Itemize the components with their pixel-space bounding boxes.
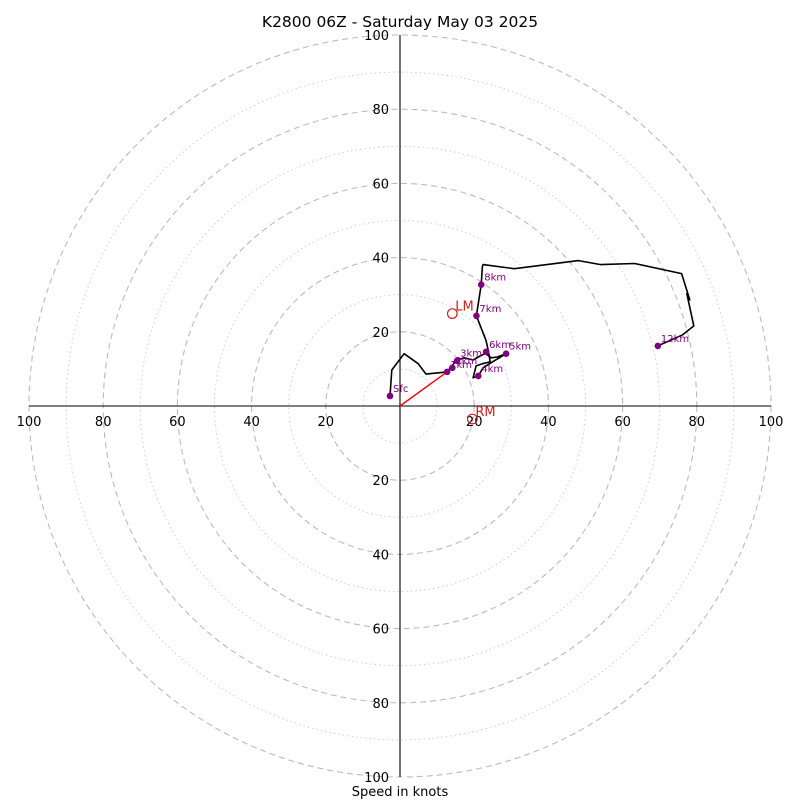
tick-label-top: 40 [372, 252, 389, 267]
height-marker-label: 4km [481, 364, 503, 375]
storm-motion-label: LM [455, 300, 473, 315]
tick-label-left: 20 [318, 415, 335, 430]
tick-label-top: 60 [372, 177, 389, 192]
height-marker-label: 7km [479, 304, 501, 315]
storm-motion-label: RM [475, 405, 495, 420]
tick-label-bottom: 80 [372, 697, 389, 712]
storm-motion-marker [466, 413, 478, 425]
height-marker-dot [453, 357, 461, 365]
tick-label-right: 60 [614, 415, 631, 430]
height-marker-dot [473, 312, 480, 320]
tick-label-left: 80 [95, 415, 112, 430]
tick-label-top: 100 [364, 29, 389, 44]
storm-motion-marker [446, 308, 458, 320]
chart-title: K2800 06Z - Saturday May 03 2025 [262, 13, 538, 31]
mean-wind-line [399, 371, 448, 407]
tick-label-top: 80 [372, 103, 389, 118]
mean-wind-vector [399, 371, 448, 407]
tick-label-bottom: 20 [372, 474, 389, 489]
x-axis-label: Speed in knots [352, 785, 449, 800]
hodograph-line [389, 259, 695, 397]
tick-label-left: 40 [243, 415, 260, 430]
tick-labels: 100 80 60 40 20 20 40 60 80 100 100 80 60 40 20 20 40 60 8… [17, 29, 784, 786]
height-marker-label: 6km [489, 340, 511, 351]
height-marker-dot [477, 281, 485, 288]
tick-label-right: 20 [466, 415, 483, 430]
storm-motion-markers: LM RM [446, 300, 496, 425]
tick-label-right: 40 [540, 415, 557, 430]
hodograph-trace [389, 259, 695, 397]
height-marker-label: 5km [509, 342, 531, 353]
height-marker-label: Sfc [393, 384, 408, 395]
height-marker-dot [443, 368, 451, 376]
tick-label-bottom: 100 [364, 771, 389, 786]
height-marker-dot [502, 350, 510, 357]
height-marker-dot [482, 348, 490, 356]
tick-label-bottom: 60 [372, 623, 389, 638]
height-marker-dot [474, 372, 482, 380]
tick-label-left: 60 [169, 415, 186, 430]
tick-label-top: 20 [372, 326, 389, 341]
height-marker-label: 1km [450, 360, 472, 371]
tick-label-bottom: 40 [372, 548, 389, 563]
height-marker-dot [386, 392, 394, 400]
height-marker-label: 12km [661, 334, 689, 345]
tick-label-right: 100 [759, 415, 784, 430]
height-marker-dot [449, 364, 456, 372]
height-marker-label: 3km [460, 349, 482, 360]
tick-label-left: 100 [17, 415, 42, 430]
height-marker-label: 2km [455, 356, 477, 367]
height-marker-label: 8km [484, 273, 506, 284]
height-marker-dot [654, 342, 662, 350]
tick-label-right: 80 [689, 415, 706, 430]
